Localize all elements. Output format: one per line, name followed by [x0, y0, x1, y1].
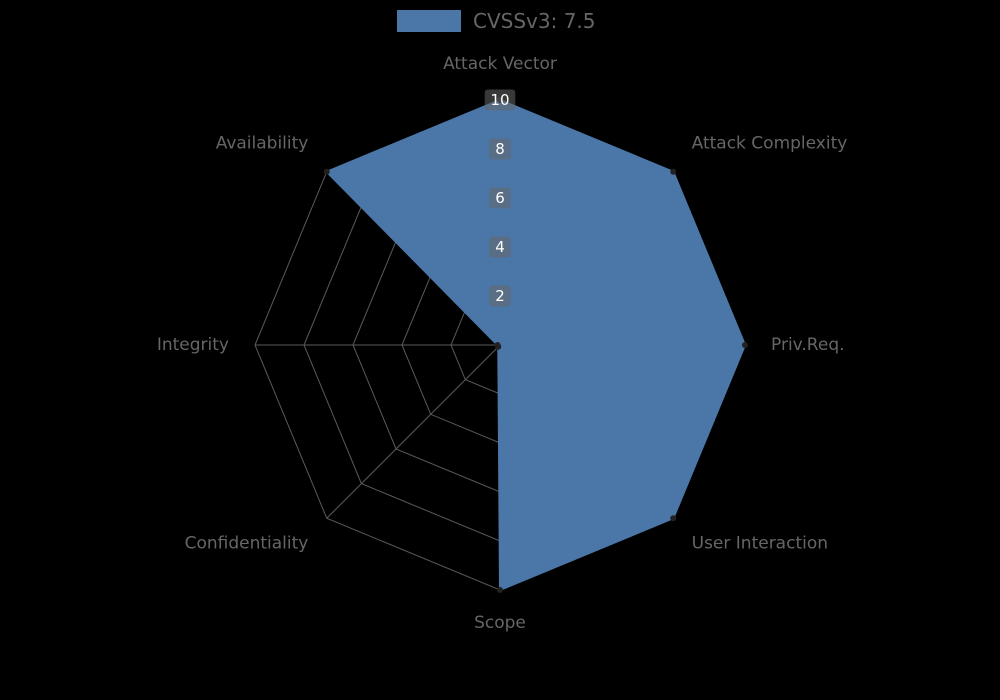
tick-label: 4: [495, 238, 505, 256]
tick-label: 2: [495, 287, 505, 305]
tick-label: 10: [490, 91, 509, 109]
legend: CVSSv3: 7.5: [397, 9, 596, 33]
tick-label: 8: [495, 140, 505, 158]
series-marker: [324, 169, 330, 175]
radar-chart-container: 2 4 6 8 10 Attack Vector Attack Complexity Priv…: [0, 0, 1000, 700]
series-marker: [742, 342, 748, 348]
series-marker: [670, 169, 676, 175]
axis-label: Attack Vector: [443, 54, 557, 74]
radar-chart: 2 4 6 8 10 Attack Vector Attack Complexity Priv…: [0, 0, 1000, 700]
axis-label: Attack Complexity: [692, 133, 848, 153]
legend-label: CVSSv3: 7.5: [473, 9, 596, 33]
axis-label: Priv.Req.: [771, 335, 845, 355]
series-marker: [497, 587, 503, 593]
axis-label: Scope: [474, 613, 526, 633]
axis-label: Confidentiality: [185, 534, 309, 554]
grid-spoke: [327, 345, 500, 518]
series-marker: [495, 342, 501, 348]
legend-swatch: [397, 10, 461, 32]
series-marker: [670, 515, 676, 521]
axis-label: Availability: [216, 133, 309, 153]
axis-label: Integrity: [157, 335, 229, 355]
tick-label: 6: [495, 189, 505, 207]
axis-label: User Interaction: [692, 534, 828, 554]
